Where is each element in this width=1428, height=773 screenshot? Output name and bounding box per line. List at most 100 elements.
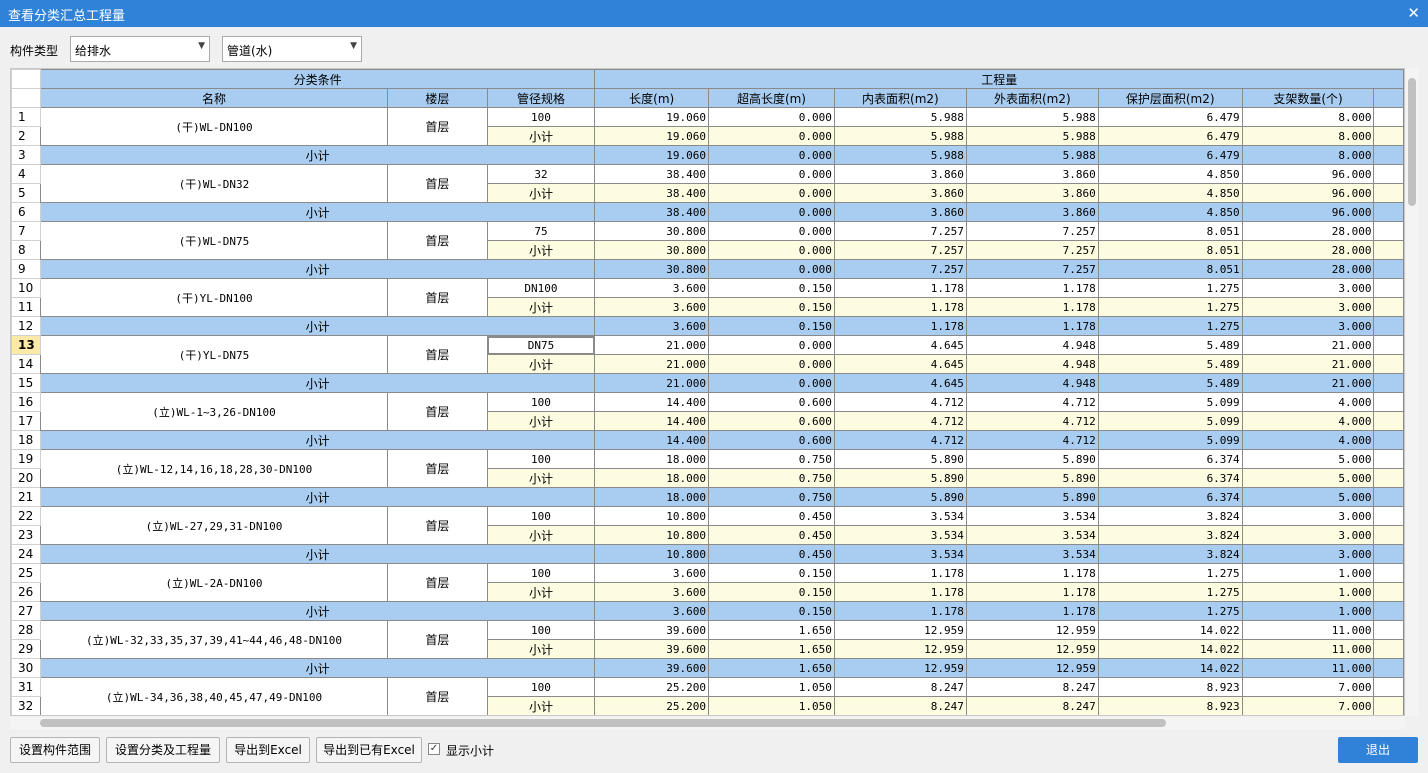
row-number[interactable]: 1 <box>11 107 41 127</box>
cell-value[interactable]: 19.060 <box>594 126 710 146</box>
cell-value[interactable]: 0.150 <box>708 582 835 602</box>
cell-value[interactable]: 1.178 <box>833 297 967 317</box>
row-number[interactable]: 20 <box>11 468 41 488</box>
cell-name[interactable]: (立)WL-1~3,26-DN100 <box>39 392 389 431</box>
cell-value[interactable]: 8.051 <box>1097 259 1243 279</box>
row-number[interactable]: 7 <box>11 221 41 241</box>
cell-floor[interactable]: 首层 <box>387 677 488 715</box>
cell-value[interactable]: 25.200 <box>594 696 710 715</box>
cell-subtotal-label[interactable]: 小计 <box>486 354 596 374</box>
cell-value[interactable]: 0.750 <box>708 487 835 507</box>
cell-value[interactable]: 1.275 <box>1097 316 1243 336</box>
cell-value[interactable]: 12.959 <box>833 658 967 678</box>
row-number[interactable]: 16 <box>11 392 41 412</box>
cell-value[interactable]: 3.534 <box>833 544 967 564</box>
cell-value[interactable]: 38.400 <box>594 164 710 184</box>
table-row[interactable]: 13 (干)YL-DN75 首层 DN75 21.000 0.000 4.645 4.948 5… <box>11 335 1404 374</box>
cell-value[interactable]: 4.645 <box>833 373 967 393</box>
group-subtotal-label[interactable]: 小计 <box>39 259 596 279</box>
cell-value[interactable]: 8.247 <box>965 677 1099 697</box>
cell-value[interactable]: 7.257 <box>833 221 967 241</box>
cell-value[interactable]: 5.890 <box>965 449 1099 469</box>
cell-value[interactable]: 5.099 <box>1097 430 1243 450</box>
cell-value[interactable]: 0.750 <box>708 468 835 488</box>
subtotal-row[interactable]: 30 小计 39.600 1.650 12.959 12.959 14.022 11.000 <box>11 658 1404 678</box>
subtotal-row[interactable]: 12 小计 3.600 0.150 1.178 1.178 1.275 3.000 <box>11 316 1404 336</box>
cell-value[interactable]: 5.000 <box>1241 468 1375 488</box>
cell-value[interactable]: 8.000 <box>1241 145 1375 165</box>
cell-value[interactable]: 30.800 <box>594 259 710 279</box>
cell-value[interactable]: 3.600 <box>594 316 710 336</box>
cell-name[interactable]: (干)YL-DN100 <box>39 278 389 317</box>
row-number[interactable]: 23 <box>11 525 41 545</box>
set-range-button[interactable]: 设置构件范围 <box>10 737 100 763</box>
table-row[interactable]: 28 (立)WL-32,33,35,37,39,41~44,46,48-DN100… <box>11 620 1404 659</box>
cell-value[interactable]: 0.450 <box>708 506 835 526</box>
cell-value[interactable]: 1.178 <box>833 601 967 621</box>
cell-value[interactable]: 1.178 <box>965 582 1099 602</box>
cell-value[interactable]: 5.099 <box>1097 392 1243 412</box>
summary-grid[interactable]: 分类条件 工程量 名称 楼层 管径规格 长度(m) 超高长度(m) 内表面积(m… <box>10 68 1405 716</box>
cell-value[interactable]: 3.860 <box>833 202 967 222</box>
cell-value[interactable]: 4.850 <box>1097 202 1243 222</box>
cell-value[interactable]: 3.000 <box>1241 278 1375 298</box>
cell-name[interactable]: (立)WL-32,33,35,37,39,41~44,46,48-DN100 <box>39 620 389 659</box>
cell-value[interactable]: 10.800 <box>594 525 710 545</box>
cell-value[interactable]: 8.051 <box>1097 240 1243 260</box>
cell-value[interactable]: 0.000 <box>708 107 835 127</box>
cell-value[interactable]: 1.178 <box>833 316 967 336</box>
set-class-button[interactable]: 设置分类及工程量 <box>106 737 220 763</box>
cell-value[interactable]: 5.489 <box>1097 354 1243 374</box>
row-number[interactable]: 19 <box>11 449 41 469</box>
row-number[interactable]: 33 <box>12 716 41 717</box>
horizontal-scrollbar[interactable] <box>10 717 1405 729</box>
cell-value[interactable]: 8.923 <box>1098 716 1242 717</box>
cell-value[interactable]: 4.850 <box>1097 183 1243 203</box>
cell-value[interactable]: 21.000 <box>1241 335 1375 355</box>
cell-value[interactable]: 8.247 <box>965 696 1099 715</box>
row-number[interactable]: 9 <box>11 259 41 279</box>
cell-value[interactable]: 3.534 <box>965 544 1099 564</box>
cell-value[interactable]: 12.959 <box>965 620 1099 640</box>
table-row[interactable]: 31 (立)WL-34,36,38,40,45,47,49-DN100 首层 100 2… <box>11 677 1404 715</box>
exit-button[interactable]: 退出 <box>1338 737 1418 763</box>
cell-name[interactable]: (干)WL-DN100 <box>39 107 389 146</box>
cell-floor[interactable]: 首层 <box>387 335 488 374</box>
table-row[interactable]: 25 (立)WL-2A-DN100 首层 100 3.600 0.150 1.178 1.17… <box>11 563 1404 602</box>
cell-value[interactable]: 1.000 <box>1241 563 1375 583</box>
cell-value[interactable]: 6.374 <box>1097 449 1243 469</box>
table-row[interactable]: 22 (立)WL-27,29,31-DN100 首层 100 10.800 0.450 3.… <box>11 506 1404 545</box>
cell-value[interactable]: 0.150 <box>708 601 835 621</box>
cell-value[interactable]: 0.000 <box>708 126 835 146</box>
cell-floor[interactable]: 首层 <box>387 506 488 545</box>
cell-value[interactable]: 3.534 <box>965 525 1099 545</box>
cell-subtotal-label[interactable]: 小计 <box>486 696 596 715</box>
cell-value[interactable]: 1.275 <box>1097 278 1243 298</box>
cell-value[interactable]: 21.000 <box>1241 373 1375 393</box>
cell-name[interactable]: (立)WL-27,29,31-DN100 <box>39 506 389 545</box>
cell-spec[interactable]: 32 <box>486 164 596 184</box>
close-icon[interactable]: ✕ <box>1407 4 1420 22</box>
cell-value[interactable]: 3.860 <box>833 183 967 203</box>
cell-value[interactable]: 8.247 <box>833 677 967 697</box>
cell-floor[interactable]: 首层 <box>387 107 488 146</box>
cell-spec[interactable]: DN100 <box>486 278 596 298</box>
subtotal-row[interactable]: 24 小计 10.800 0.450 3.534 3.534 3.824 3.000 <box>11 544 1404 564</box>
cell-value[interactable]: 10.800 <box>594 506 710 526</box>
cell-value[interactable]: 1.178 <box>833 278 967 298</box>
cell-value[interactable]: 0.000 <box>708 221 835 241</box>
cell-value[interactable]: 1.178 <box>965 316 1099 336</box>
cell-value[interactable]: 8.923 <box>1097 677 1243 697</box>
cell-value[interactable]: 96.000 <box>1241 202 1375 222</box>
cell-value[interactable]: 6.374 <box>1097 487 1243 507</box>
cell-value[interactable]: 18.000 <box>594 487 710 507</box>
cell-value[interactable]: 7.000 <box>1242 716 1374 717</box>
cell-name[interactable]: (干)YL-DN75 <box>39 335 389 374</box>
col-header-bracket-count[interactable]: 支架数量(个) <box>1241 88 1375 108</box>
group-subtotal-label[interactable]: 小计 <box>39 544 596 564</box>
cell-value[interactable]: 25.200 <box>594 677 710 697</box>
cell-value[interactable]: 5.890 <box>833 487 967 507</box>
cell-spec[interactable]: 75 <box>486 221 596 241</box>
cell-value[interactable]: 1.000 <box>1241 601 1375 621</box>
cell-value[interactable]: 5.000 <box>1241 487 1375 507</box>
